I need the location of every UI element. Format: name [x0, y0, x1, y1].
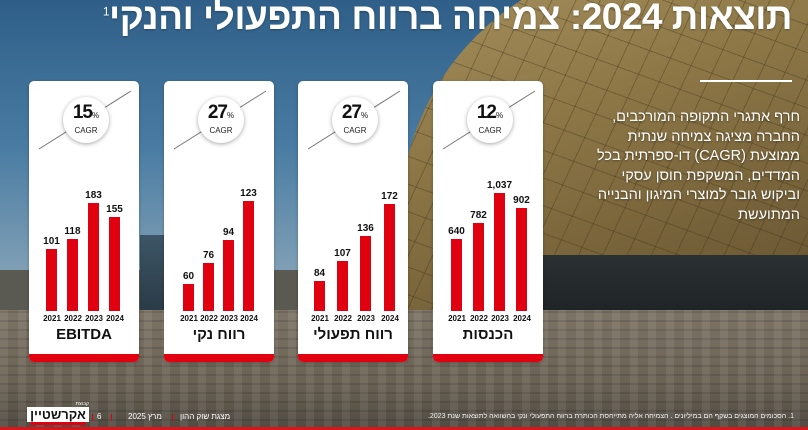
year-label: 2021	[311, 314, 329, 323]
bar-2022	[203, 263, 214, 311]
bar-2023	[223, 240, 234, 311]
card-red-band	[29, 354, 139, 362]
footer-separator	[172, 414, 173, 421]
bar-value: 640	[448, 226, 465, 237]
title-footnote-marker: 1	[102, 4, 110, 19]
cagr-value: 27	[207, 102, 228, 123]
bar-chart: 101 118 183 155	[29, 161, 139, 311]
bar-2023	[88, 203, 99, 311]
bar-2022	[473, 223, 484, 311]
bar-value: 136	[357, 223, 374, 234]
cagr-label: CAGR	[343, 126, 367, 135]
bar-2022	[67, 239, 78, 311]
bar-2021	[451, 239, 462, 311]
bar-value: 107	[334, 248, 351, 259]
cagr-label: CAGR	[209, 126, 233, 135]
bar-2023	[360, 236, 371, 311]
bar-value: 172	[381, 191, 398, 202]
bar-value: 94	[222, 227, 235, 238]
card-red-band	[298, 354, 408, 362]
bar-value: 782	[470, 210, 487, 221]
bar-2023	[494, 193, 505, 311]
cagr-label: CAGR	[74, 126, 98, 135]
card-red-band	[164, 354, 274, 362]
year-label: 2024	[240, 314, 258, 323]
bar-2022	[337, 261, 348, 311]
year-label: 2023	[85, 314, 103, 323]
year-label: 2023	[491, 314, 509, 323]
bar-value: 84	[313, 268, 326, 279]
year-label: 2021	[180, 314, 198, 323]
bar-2021	[183, 284, 194, 311]
bar-value: 155	[106, 204, 123, 215]
bar-value: 123	[240, 188, 257, 199]
year-label: 2023	[220, 314, 238, 323]
year-label: 2022	[200, 314, 218, 323]
cagr-value: 12	[476, 102, 497, 123]
bar-2024	[109, 217, 120, 311]
bar-value: 60	[182, 271, 195, 282]
metric-card-net-profit: 27% CAGR 60 76 94 123 2021 2022 2023 202…	[164, 81, 274, 362]
presentation-name: מצגת שוק ההון	[180, 412, 231, 421]
logo-red-bar	[30, 422, 86, 425]
year-label: 2021	[448, 314, 466, 323]
cagr-badge: 15% CAGR	[63, 97, 109, 143]
year-label: 2021	[43, 314, 61, 323]
title-text: תוצאות 2024: צמיחה ברווח התפעולי והנקי	[109, 0, 793, 37]
slide-title: תוצאות 2024: צמיחה ברווח התפעולי והנקי1	[102, 0, 793, 38]
description-text: חרף אתגרי התקופה המורכבים, החברה מציגה צ…	[596, 109, 800, 223]
card-label: רווח נקי	[192, 326, 246, 343]
year-label: 2022	[334, 314, 352, 323]
cagr-unit: %	[92, 111, 100, 120]
bar-value: 76	[202, 250, 215, 261]
bar-2024	[243, 201, 254, 311]
cagr-badge: 12% CAGR	[467, 97, 513, 143]
bar-chart: 640 782 1,037 902	[433, 161, 543, 311]
bar-chart: 84 107 136 172	[298, 161, 408, 311]
bar-2021	[314, 281, 325, 311]
title-underline	[700, 80, 792, 82]
cagr-badge: 27% CAGR	[198, 97, 244, 143]
metric-card-operating-profit: 27% CAGR 84 107 136 172 2021 2022 2023 2…	[298, 81, 408, 362]
year-label: 2022	[470, 314, 488, 323]
bar-2021	[46, 249, 57, 311]
year-label: 2024	[513, 314, 531, 323]
page-number: 6	[97, 412, 102, 421]
logo-prefix: קבוצת	[75, 401, 89, 407]
bar-2024	[384, 204, 395, 311]
metric-card-ebitda: 15% CAGR 101 118 183 155 2021 2022 2023 …	[29, 81, 139, 362]
year-label: 2023	[357, 314, 375, 323]
cagr-unit: %	[361, 111, 369, 120]
cagr-badge: 27% CAGR	[332, 97, 378, 143]
card-label: הכנסות	[462, 326, 514, 343]
cagr-unit: %	[227, 111, 235, 120]
year-label: 2022	[64, 314, 82, 323]
cagr-unit: %	[496, 111, 504, 120]
bar-value: 183	[85, 190, 102, 201]
cagr-value: 15	[72, 102, 93, 123]
year-label: 2024	[381, 314, 399, 323]
cagr-label: CAGR	[478, 126, 502, 135]
bar-2024	[516, 208, 527, 311]
logo-wordmark: אקרשטיין	[27, 407, 89, 422]
presentation-date: מרץ 2025	[128, 412, 162, 421]
bar-chart: 60 76 94 123	[164, 161, 274, 311]
metric-card-revenues: 12% CAGR 640 782 1,037 902 2021 2022 202…	[433, 81, 543, 362]
card-label: רווח תפעולי	[313, 326, 393, 343]
footer-separator	[92, 414, 93, 421]
card-red-band	[433, 354, 543, 362]
bar-value: 1,037	[486, 180, 513, 191]
bottom-accent-bar	[0, 427, 808, 430]
bar-value: 902	[513, 195, 530, 206]
card-label: EBITDA	[56, 326, 112, 343]
footer-separator	[111, 414, 112, 421]
footnote: 1. הסכומים המוצגים בשקף הם במיליונים . ה…	[427, 413, 794, 420]
bar-value: 101	[43, 236, 60, 247]
slide-footer: קבוצת אקרשטיין 6 מרץ 2025 מצגת שוק ההון …	[0, 401, 808, 427]
bar-value: 118	[64, 226, 81, 237]
company-logo: קבוצת אקרשטיין	[27, 401, 89, 427]
year-label: 2024	[106, 314, 124, 323]
cagr-value: 27	[341, 102, 362, 123]
